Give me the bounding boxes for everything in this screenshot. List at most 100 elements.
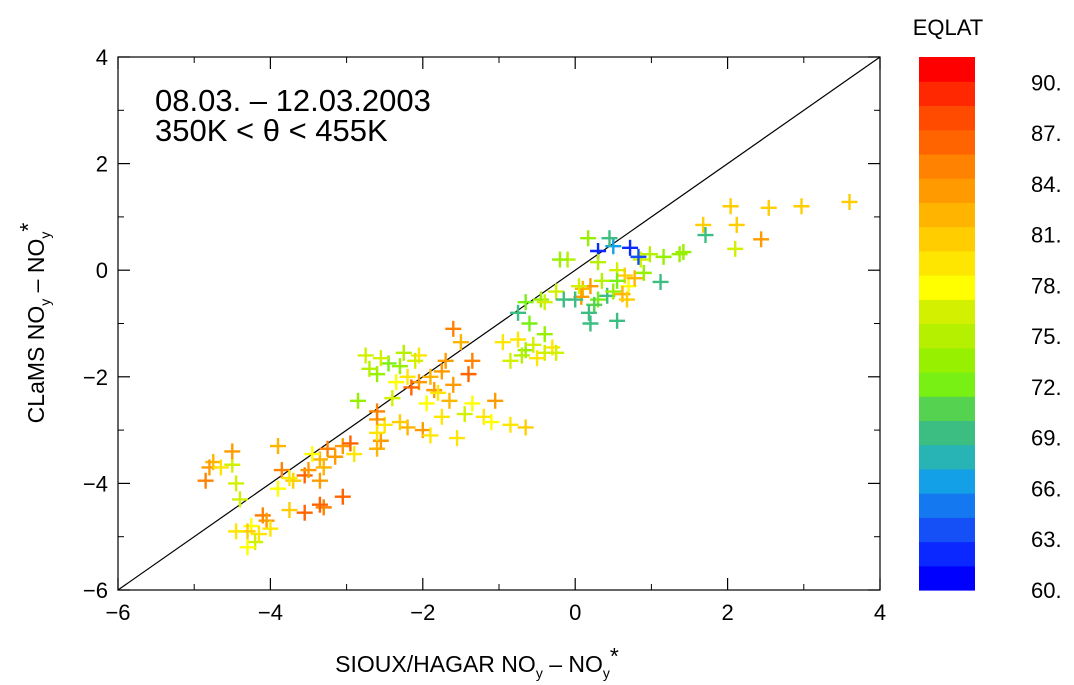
data-point [622, 239, 639, 256]
y-tick-label: 4 [96, 45, 108, 70]
data-point [521, 315, 538, 332]
data-point [372, 432, 389, 449]
data-point [231, 491, 248, 508]
colorbar-tick-label: 60. [1031, 578, 1062, 603]
data-point [536, 326, 553, 343]
data-point [449, 430, 466, 447]
colorbar-segment [919, 250, 975, 276]
data-point [609, 312, 626, 329]
data-point [369, 403, 386, 420]
data-point [445, 376, 462, 393]
colorbar-segment [919, 347, 975, 373]
y-tick-label: 2 [96, 152, 108, 177]
x-tick-label: −4 [258, 600, 283, 625]
data-point [391, 358, 408, 375]
data-point [551, 251, 568, 268]
data-point [532, 291, 549, 308]
data-point [728, 216, 745, 233]
data-point [593, 272, 610, 289]
data-point [422, 368, 439, 385]
data-point [361, 360, 378, 377]
data-point [391, 414, 408, 431]
y-tick-label: 0 [96, 258, 108, 283]
colorbar-segment [919, 105, 975, 131]
data-point [407, 352, 424, 369]
colorbar-segment [919, 57, 975, 82]
colorbar-segment [919, 371, 975, 397]
colorbar-segment [919, 299, 975, 325]
data-point [727, 240, 744, 257]
data-point [369, 440, 386, 457]
colorbar-segment [919, 323, 975, 349]
data-point [315, 459, 332, 476]
data-point [655, 248, 672, 265]
data-point [228, 523, 245, 540]
data-point [346, 446, 363, 463]
data-point [369, 424, 386, 441]
data-point [296, 504, 313, 521]
data-point [258, 512, 275, 529]
data-point [697, 227, 714, 244]
data-point [574, 280, 591, 297]
colorbar-tick-label: 84. [1031, 172, 1062, 197]
y-axis-ticks: −6 −4 −2 0 2 4 [83, 45, 880, 603]
data-point [197, 472, 214, 489]
colorbar-labels: 60. 63. 66. 69. 72. 75. 78. 81. 84. 87. 90. [1031, 70, 1062, 603]
data-point [582, 315, 599, 332]
data-point [753, 231, 770, 248]
colorbar-tick-label: 69. [1031, 426, 1062, 451]
data-point [619, 291, 636, 308]
data-point [250, 526, 267, 543]
data-point [641, 246, 658, 263]
x-tick-label: −2 [410, 600, 435, 625]
colorbar-segment [919, 129, 975, 155]
data-point [430, 384, 447, 401]
data-point [487, 392, 504, 409]
data-point [311, 496, 328, 513]
data-point [357, 347, 374, 364]
data-point [270, 438, 287, 455]
colorbar-tick-label: 72. [1031, 375, 1062, 400]
colorbar-segment [919, 565, 975, 591]
data-point [224, 443, 241, 460]
x-axis-label: SIOUX/HAGAR NOy – NOy* [335, 643, 619, 681]
data-point [418, 395, 435, 412]
data-point [315, 499, 332, 516]
data-point [334, 488, 351, 505]
x-tick-label: 0 [569, 600, 581, 625]
colorbar-segment [919, 81, 975, 107]
colorbar-tick-label: 90. [1031, 70, 1062, 95]
data-point [384, 390, 401, 407]
data-point [319, 440, 336, 457]
data-point [580, 304, 597, 321]
colorbar-tick-label: 63. [1031, 527, 1062, 552]
data-point [502, 352, 519, 369]
x-axis-ticks: −6 −4 −2 0 2 4 [105, 57, 886, 625]
colorbar-tick-label: 87. [1031, 121, 1062, 146]
colorbar-segment [919, 493, 975, 518]
colorbar-tick-label: 81. [1031, 223, 1062, 248]
colorbar-segment [919, 275, 975, 300]
data-point [760, 199, 777, 216]
colorbar-segment [919, 202, 975, 228]
data-point [433, 363, 450, 380]
data-point [630, 248, 647, 265]
data-point [548, 283, 565, 300]
y-tick-label: −4 [83, 471, 108, 496]
y-tick-label: −6 [83, 578, 108, 603]
data-point [590, 254, 607, 271]
data-point [675, 244, 692, 261]
data-point [671, 246, 688, 263]
colorbar-segment [919, 444, 975, 470]
data-point [635, 264, 652, 281]
data-point [285, 472, 302, 489]
data-point [605, 238, 622, 255]
colorbar-title: EQLAT [913, 15, 984, 40]
reference-line [117, 56, 881, 591]
data-point [722, 198, 739, 215]
data-point [502, 416, 519, 433]
colorbar-segment [919, 226, 975, 252]
data-point [536, 294, 553, 311]
data-point [652, 273, 669, 290]
